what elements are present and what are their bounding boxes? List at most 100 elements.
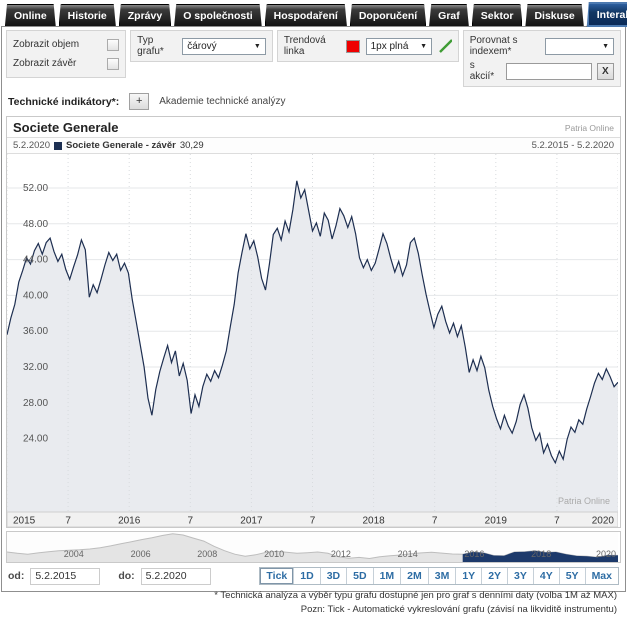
svg-text:Patria Online: Patria Online [558, 496, 610, 506]
svg-text:2016: 2016 [118, 516, 141, 527]
svg-text:2018: 2018 [362, 516, 385, 527]
trend-line-label: Trendová linka [283, 35, 326, 57]
svg-text:7: 7 [554, 516, 560, 527]
svg-text:44.00: 44.00 [23, 255, 48, 266]
svg-text:7: 7 [188, 516, 194, 527]
from-label: od: [8, 570, 25, 582]
svg-text:24.00: 24.00 [23, 434, 48, 445]
range-button-3y[interactable]: 3Y [507, 568, 533, 584]
svg-text:2012: 2012 [331, 549, 351, 559]
compare-panel: Porovnat s indexem* ▼ s akcií* X [462, 30, 621, 87]
tab-sektor[interactable]: Sektor [472, 4, 523, 26]
footnote-line-1: * Technická analýza a výběr typu grafu d… [214, 590, 617, 601]
svg-text:2010: 2010 [264, 549, 284, 559]
svg-text:7: 7 [310, 516, 316, 527]
clear-button[interactable]: X [596, 62, 614, 80]
draw-trendline-icon[interactable] [438, 38, 452, 54]
academy-link[interactable]: Akademie technické analýzy [159, 96, 286, 107]
display-options-panel: Zobrazit objem Zobrazit závěr [6, 30, 127, 78]
compare-index-label: Porovnat s indexem* [469, 35, 518, 57]
range-button-3m[interactable]: 3M [427, 568, 456, 584]
range-button-tick[interactable]: Tick [260, 568, 293, 584]
svg-text:7: 7 [65, 516, 71, 527]
svg-text:52.00: 52.00 [23, 183, 48, 194]
svg-text:36.00: 36.00 [23, 326, 48, 337]
brand-label: Patria Online [564, 122, 614, 133]
range-button-1m[interactable]: 1M [372, 568, 401, 584]
indicators-label: Technické indikátory*: [8, 95, 120, 108]
range-button-5y[interactable]: 5Y [558, 568, 585, 584]
svg-text:28.00: 28.00 [23, 398, 48, 409]
legend-last-value: 30,29 [179, 140, 204, 151]
to-date-input[interactable] [140, 567, 211, 585]
tab-historie[interactable]: Historie [59, 4, 116, 26]
range-navigator-chart[interactable]: 2004 2006 2008 2010 2012 2014 2016 2018 2020 [7, 532, 618, 562]
show-close-label: Zobrazit závěr [13, 58, 77, 69]
price-area-chart[interactable]: 24.00 28.00 32.00 36.00 40.00 44.00 48.00 52.00… [7, 154, 618, 527]
footnote-line-2: Pozn: Tick - Automatické vykreslování gr… [300, 603, 617, 615]
svg-text:2006: 2006 [131, 549, 151, 559]
range-button-max[interactable]: Max [584, 568, 618, 584]
show-volume-checkbox[interactable] [107, 38, 120, 51]
range-button-1y[interactable]: 1Y [455, 568, 481, 584]
show-close-checkbox[interactable] [107, 57, 120, 70]
tab-zpr-vy[interactable]: Zprávy [119, 4, 171, 26]
tab-hospoda-en-[interactable]: Hospodaření [265, 4, 347, 26]
svg-text:2008: 2008 [197, 549, 217, 559]
range-button-5d[interactable]: 5D [346, 568, 372, 584]
add-indicator-button[interactable]: + [129, 93, 150, 110]
svg-text:2020: 2020 [592, 516, 615, 527]
navigator-box: 2004 2006 2008 2010 2012 2014 2016 2018 2020 [6, 531, 621, 563]
svg-text:2017: 2017 [240, 516, 263, 527]
svg-text:2018: 2018 [531, 549, 551, 559]
svg-text:2015: 2015 [13, 516, 36, 527]
chart-controls: Zobrazit objem Zobrazit závěr Typ grafu*… [2, 27, 625, 87]
trend-style-select[interactable]: 1px plná ▼ [365, 37, 433, 55]
range-button-1d[interactable]: 1D [293, 568, 319, 584]
range-button-3d[interactable]: 3D [319, 568, 346, 584]
main-chart-section: Societe Generale Patria Online 5.2.2020 … [6, 116, 621, 528]
tab-graf[interactable]: Graf [429, 4, 469, 26]
tab-bar: Online Historie Zprávy O společnosti Hospoda… [1, 0, 626, 26]
tab-o-spole-nosti[interactable]: O společnosti [174, 4, 261, 26]
compare-stock-input[interactable] [505, 62, 592, 80]
series-color-marker-icon [53, 141, 62, 150]
svg-text:32.00: 32.00 [23, 362, 48, 373]
chevron-down-icon: ▼ [253, 42, 261, 50]
compare-index-select[interactable]: ▼ [544, 37, 614, 55]
svg-text:2004: 2004 [64, 549, 84, 559]
trend-color-swatch[interactable] [345, 39, 360, 53]
to-label: do: [118, 570, 135, 582]
chart-legend: 5.2.2020 Societe Generale - závěr 30,29 … [7, 137, 620, 154]
svg-text:2020: 2020 [596, 549, 616, 559]
range-button-4y[interactable]: 4Y [532, 568, 559, 584]
compare-stock-label: s akcií* [469, 60, 495, 82]
legend-date: 5.2.2020 [13, 140, 50, 151]
tab-interaktivn-graf[interactable]: Interaktivní graf [587, 2, 627, 27]
svg-text:2016: 2016 [464, 549, 484, 559]
range-button-2m[interactable]: 2M [400, 568, 428, 584]
svg-text:48.00: 48.00 [23, 219, 48, 230]
tab-doporu-en-[interactable]: Doporučení [350, 4, 426, 26]
footnotes: * Technická analýza a výběr typu grafu d… [2, 587, 625, 619]
tab-diskuse[interactable]: Diskuse [525, 4, 583, 26]
chart-title: Societe Generale [13, 120, 119, 135]
range-buttons: Tick 1D 3D 5D 1M 2M 3M 1Y 2Y 3Y 4Y 5Y Max [259, 567, 619, 585]
from-date-input[interactable] [30, 567, 101, 585]
chart-type-select[interactable]: čárový ▼ [182, 37, 266, 55]
show-volume-label: Zobrazit objem [13, 39, 80, 50]
trend-line-panel: Trendová linka 1px plná ▼ [276, 30, 459, 62]
chart-type-panel: Typ grafu* čárový ▼ [130, 30, 273, 62]
chevron-down-icon: ▼ [602, 42, 609, 50]
content-frame: Zobrazit objem Zobrazit závěr Typ grafu*… [1, 26, 626, 615]
range-button-2y[interactable]: 2Y [481, 568, 507, 584]
indicators-row: Technické indikátory*: + Akademie techni… [2, 87, 625, 114]
legend-series-name: Societe Generale - závěr [65, 140, 176, 151]
svg-text:7: 7 [432, 516, 438, 527]
tab-online[interactable]: Online [5, 4, 56, 26]
svg-text:40.00: 40.00 [23, 290, 48, 301]
chevron-down-icon: ▼ [420, 42, 428, 50]
svg-text:2014: 2014 [398, 549, 418, 559]
